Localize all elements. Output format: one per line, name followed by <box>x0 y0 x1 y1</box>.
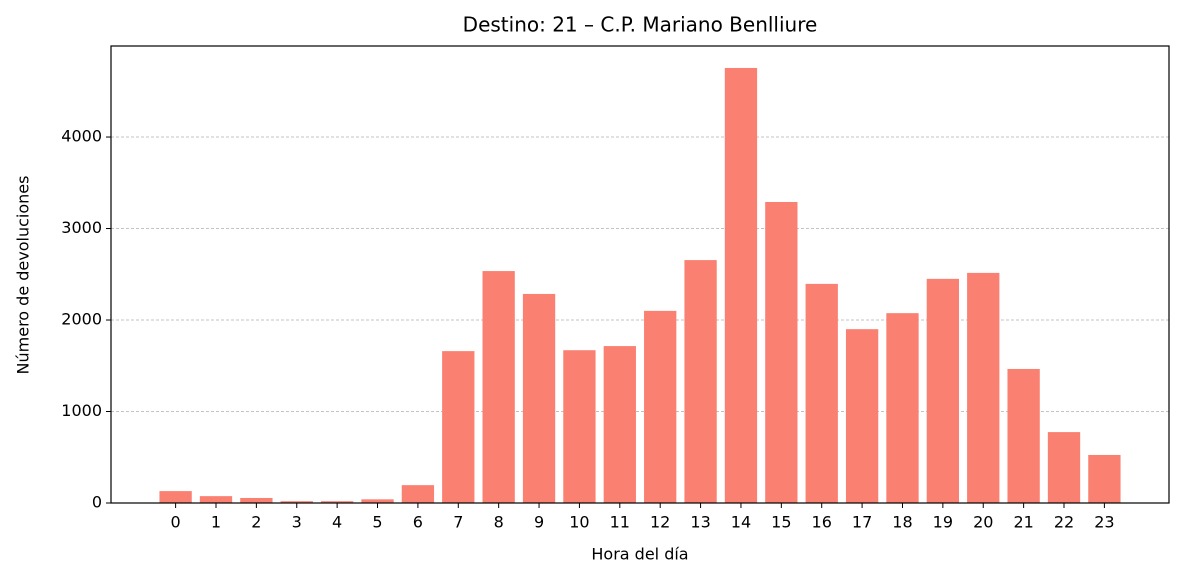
x-tick-label: 4 <box>332 513 342 532</box>
x-tick-label: 10 <box>569 513 589 532</box>
bar <box>563 350 596 503</box>
y-tick-label: 1000 <box>61 401 102 420</box>
x-tick-label: 19 <box>933 513 953 532</box>
x-tick-label: 22 <box>1054 513 1074 532</box>
y-axis-label: Número de devoluciones <box>14 176 33 375</box>
y-tick-label: 0 <box>92 493 102 512</box>
bar <box>1088 454 1121 503</box>
x-tick-label: 14 <box>731 513 751 532</box>
x-tick-label: 3 <box>292 513 302 532</box>
x-tick-label: 16 <box>812 513 832 532</box>
x-tick-label: 5 <box>372 513 382 532</box>
bar <box>159 491 192 503</box>
bar <box>805 283 838 503</box>
bar <box>967 272 1000 503</box>
x-tick-label: 9 <box>534 513 544 532</box>
y-tick-label: 3000 <box>61 218 102 237</box>
bar <box>361 499 394 503</box>
x-tick-label: 12 <box>650 513 670 532</box>
bar <box>886 313 919 503</box>
x-tick-label: 15 <box>771 513 791 532</box>
x-tick-label: 0 <box>171 513 181 532</box>
chart-title: Destino: 21 – C.P. Mariano Benlliure <box>463 13 818 37</box>
bar <box>482 271 515 503</box>
bar <box>401 485 435 503</box>
bar <box>603 346 636 503</box>
x-tick-label: 6 <box>413 513 423 532</box>
bar <box>724 67 758 504</box>
bar <box>199 496 233 503</box>
x-tick-label: 21 <box>1013 513 1033 532</box>
x-axis-label: Hora del día <box>591 545 688 564</box>
x-tick-label: 23 <box>1094 513 1114 532</box>
bar <box>1047 432 1081 503</box>
bar <box>765 201 798 504</box>
y-tick-label: 2000 <box>61 310 102 329</box>
x-tick-label: 1 <box>211 513 221 532</box>
x-tick-label: 13 <box>690 513 710 532</box>
bar <box>442 351 475 503</box>
x-tick-label: 7 <box>453 513 463 532</box>
bar <box>522 293 556 503</box>
bar <box>926 278 960 503</box>
bar <box>240 497 273 503</box>
x-tick-label: 8 <box>494 513 504 532</box>
bar <box>320 501 354 503</box>
x-tick-label: 2 <box>251 513 261 532</box>
x-tick-label: 18 <box>892 513 912 532</box>
y-tick-label: 4000 <box>61 127 102 146</box>
x-tick-label: 20 <box>973 513 993 532</box>
x-tick-label: 17 <box>852 513 872 532</box>
bar <box>684 260 717 503</box>
bar <box>845 329 879 503</box>
bar <box>280 501 313 503</box>
plot-frame <box>110 45 1170 504</box>
x-tick-label: 11 <box>610 513 630 532</box>
bar <box>1007 368 1040 503</box>
bar <box>644 310 677 503</box>
